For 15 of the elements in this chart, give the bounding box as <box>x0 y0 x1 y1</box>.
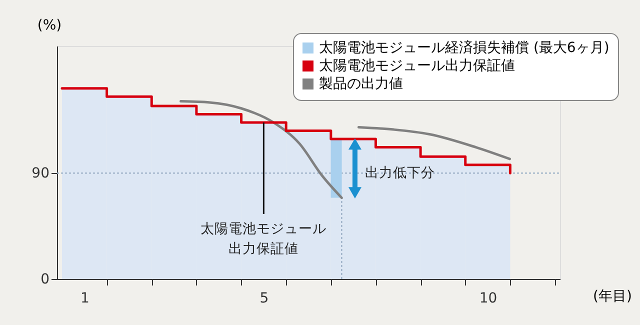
x-axis-title: (年目) <box>593 288 632 304</box>
x-tick-label: 1 <box>80 290 90 306</box>
line-series <box>180 100 343 200</box>
annotation: 太陽電池モジュール <box>200 221 327 237</box>
y-axis-title: (%) <box>37 18 62 34</box>
y-tick-label: 90 <box>32 166 50 182</box>
x-tick-label: 5 <box>260 290 269 306</box>
y-tick-label: 0 <box>40 272 50 288</box>
legend-label: 太陽電池モジュール経済損失補償 (最大6ヶ月) <box>319 40 610 56</box>
line-series <box>357 126 511 160</box>
annotation: 出力保証値 <box>228 241 299 257</box>
x-tick-label: 10 <box>479 290 498 306</box>
legend-label: 太陽電池モジュール出力保証値 <box>319 58 515 74</box>
legend-label: 製品の出力値 <box>319 76 403 92</box>
annotation: 出力低下分 <box>364 165 435 182</box>
